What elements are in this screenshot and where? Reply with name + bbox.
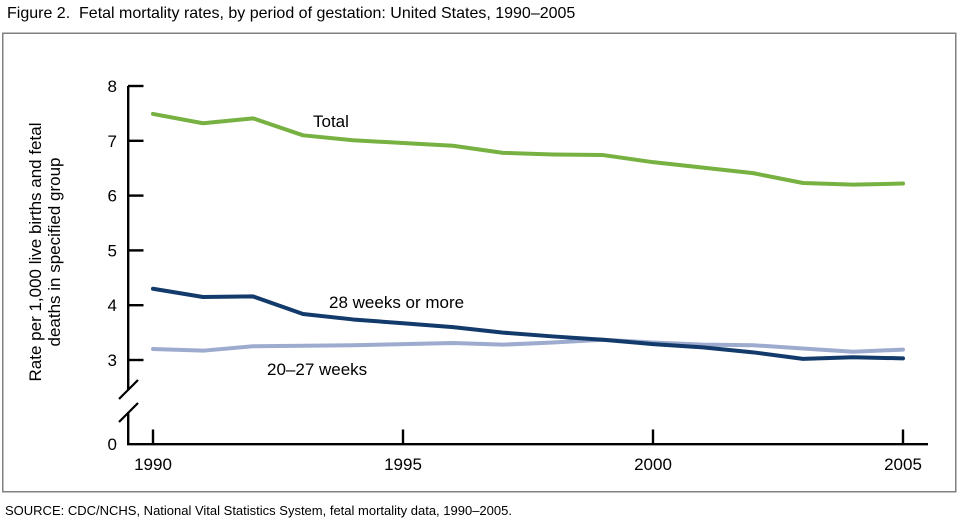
x-tick-label-2005: 2005 [884,455,922,474]
x-tick-label-1990: 1990 [134,455,172,474]
y-tick-label-5: 5 [108,241,117,260]
figure-title: Figure 2. Fetal mortality rates, by peri… [7,5,576,22]
source-note: SOURCE: CDC/NCHS, National Vital Statist… [5,503,512,518]
y-tick-label-0: 0 [108,435,117,454]
y-tick-label-7: 7 [108,132,117,151]
y-tick-label-3: 3 [108,351,117,370]
series-line-20-27-weeks [151,337,905,354]
series-line-total [151,111,905,187]
series-label-20-27-weeks: 20–27 weeks [267,360,367,379]
series-label-total: Total [313,112,349,131]
y-tick-label-8: 8 [108,77,117,96]
y-tick-label-4: 4 [108,296,117,315]
axis-break-icon [118,379,139,423]
y-tick-label-6: 6 [108,187,117,206]
x-tick-label-1995: 1995 [384,455,422,474]
series-line-28-weeks-or-more [151,286,905,361]
x-tick-label-2000: 2000 [634,455,672,474]
y-axis-title: Rate per 1,000 live births and fetaldeat… [26,123,64,382]
series-label-28-weeks-or-more: 28 weeks or more [329,293,464,312]
chart-border [2,32,957,493]
